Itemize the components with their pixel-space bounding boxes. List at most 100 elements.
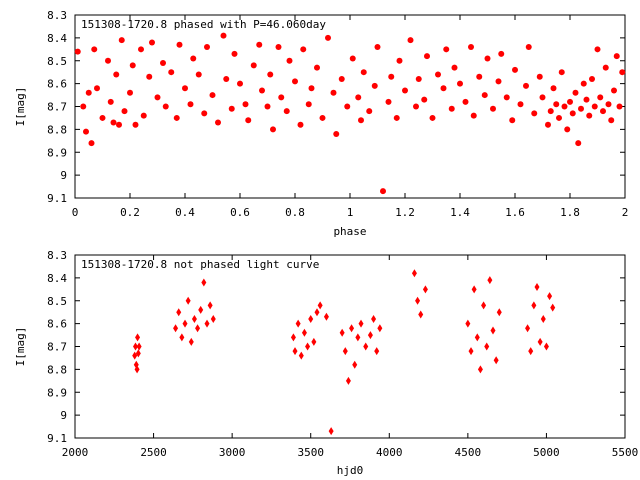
- data-point: [465, 319, 471, 328]
- data-point: [613, 53, 620, 60]
- data-point: [344, 103, 351, 110]
- data-point: [468, 44, 474, 51]
- data-point: [195, 324, 201, 333]
- x-tick-label: 1: [347, 206, 354, 219]
- data-point: [481, 301, 487, 310]
- data-point: [440, 85, 447, 92]
- data-point: [528, 347, 534, 356]
- data-point: [133, 342, 138, 351]
- data-point: [477, 365, 483, 374]
- data-point: [550, 85, 557, 92]
- data-point: [107, 98, 114, 105]
- data-point: [602, 64, 609, 71]
- data-point: [484, 342, 490, 351]
- data-point: [355, 333, 361, 342]
- data-point: [413, 103, 419, 110]
- data-point: [402, 87, 408, 94]
- data-point: [616, 103, 623, 110]
- data-point: [305, 101, 312, 108]
- data-point: [311, 337, 317, 346]
- x-tick-label: 1.4: [450, 206, 470, 219]
- data-point: [338, 76, 345, 83]
- data-point: [578, 105, 584, 112]
- data-point: [572, 89, 579, 96]
- data-point: [228, 105, 235, 112]
- x-tick-label: 5000: [533, 446, 560, 459]
- data-point: [314, 308, 320, 317]
- y-tick-label: 8.4: [47, 32, 67, 45]
- data-point: [305, 342, 311, 351]
- data-point: [286, 57, 293, 64]
- data-point: [517, 101, 524, 108]
- data-point: [575, 140, 582, 147]
- data-point: [600, 108, 606, 115]
- data-point: [207, 301, 213, 310]
- data-point: [264, 103, 271, 110]
- x-tick-label: 1.8: [560, 206, 580, 219]
- data-point: [136, 342, 142, 351]
- data-point: [135, 349, 141, 358]
- data-point: [429, 114, 436, 121]
- data-point: [113, 71, 120, 78]
- data-point: [490, 326, 496, 335]
- data-point: [407, 37, 414, 44]
- data-point: [162, 103, 169, 110]
- data-point: [349, 55, 356, 62]
- data-point: [523, 82, 529, 89]
- x-tick-label: 0.2: [120, 206, 140, 219]
- data-point: [415, 76, 422, 83]
- data-point: [583, 96, 590, 103]
- data-point: [605, 101, 612, 108]
- data-point: [558, 69, 565, 76]
- data-point: [314, 64, 320, 71]
- data-point: [539, 94, 546, 101]
- data-point: [191, 315, 197, 324]
- data-point: [204, 319, 210, 328]
- y-tick-label: 9: [60, 169, 67, 182]
- x-tick-label: 1.2: [395, 206, 415, 219]
- data-point: [209, 92, 216, 99]
- data-point: [333, 130, 340, 137]
- data-point: [543, 342, 549, 351]
- data-point: [220, 32, 227, 39]
- data-point: [173, 324, 179, 333]
- data-point: [80, 103, 87, 110]
- data-point: [589, 76, 595, 83]
- data-point: [561, 103, 568, 110]
- data-point: [201, 110, 208, 117]
- data-point: [363, 342, 369, 351]
- data-point: [94, 85, 100, 92]
- y-tick-label: 8.6: [47, 318, 67, 331]
- data-point: [176, 41, 183, 48]
- data-point: [471, 285, 477, 294]
- data-point: [366, 108, 373, 115]
- x-tick-label: 4000: [376, 446, 403, 459]
- data-point: [498, 50, 505, 57]
- data-point: [204, 44, 210, 51]
- data-point: [188, 337, 194, 346]
- data-point: [301, 328, 307, 337]
- data-point: [223, 76, 230, 83]
- data-point: [283, 108, 290, 115]
- data-point: [393, 114, 400, 121]
- data-point: [146, 73, 153, 80]
- data-point: [396, 57, 403, 64]
- y-tick-label: 8.3: [47, 249, 67, 262]
- x-tick-label: 2500: [140, 446, 167, 459]
- x-axis-label: hjd0: [337, 464, 364, 477]
- data-point: [339, 328, 345, 337]
- data-point: [317, 301, 323, 310]
- data-point: [415, 296, 421, 305]
- data-point: [411, 269, 417, 278]
- data-point: [105, 57, 111, 64]
- data-point: [358, 319, 364, 328]
- data-point: [509, 117, 516, 124]
- data-point: [132, 351, 138, 360]
- data-point: [531, 110, 538, 117]
- x-tick-label: 0.8: [285, 206, 305, 219]
- data-point: [275, 44, 282, 51]
- data-point: [435, 71, 441, 78]
- panel-title: 151308-1720.8 not phased light curve: [81, 258, 319, 271]
- data-point: [352, 360, 358, 369]
- data-point: [481, 92, 488, 99]
